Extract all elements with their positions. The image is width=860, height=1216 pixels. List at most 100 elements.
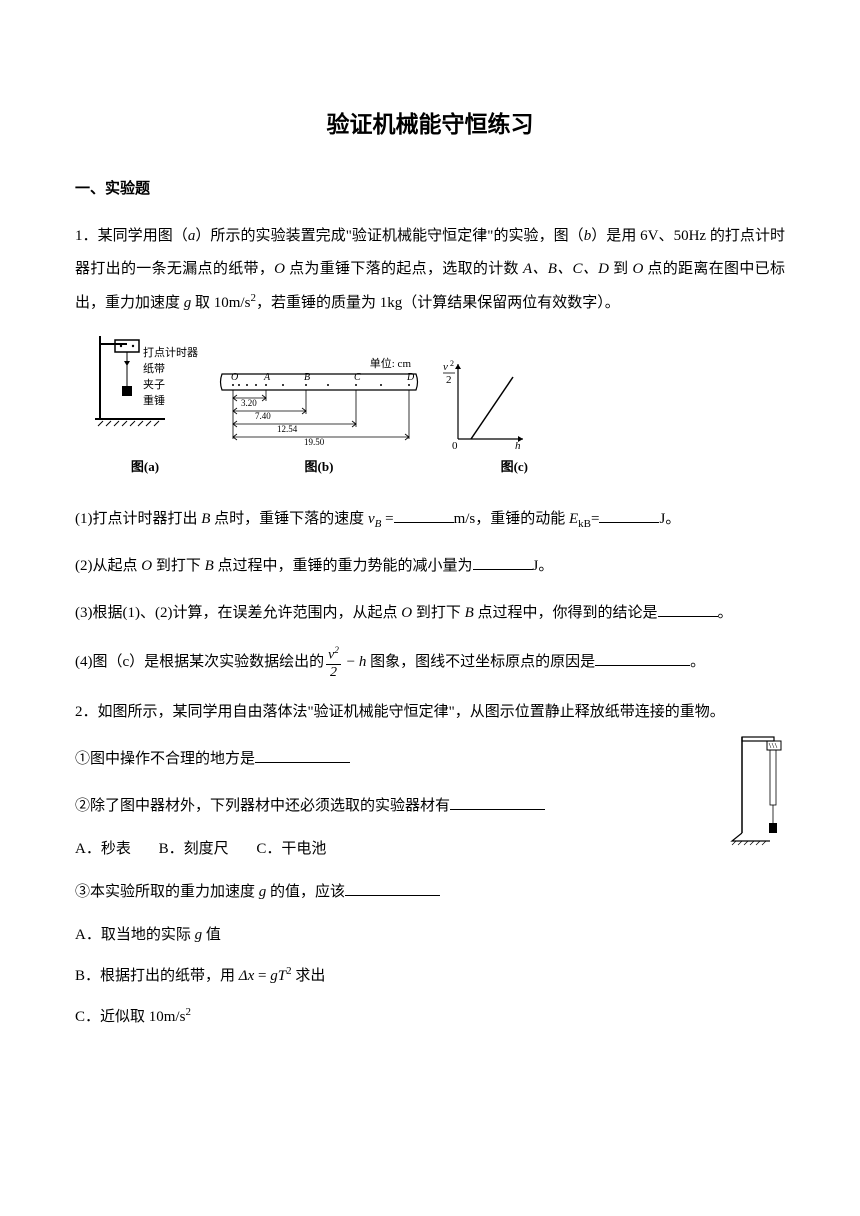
blank	[473, 555, 533, 570]
text: A．取当地的实际	[75, 927, 195, 943]
text: B	[205, 558, 214, 574]
figure-b-label: 图(b)	[219, 456, 419, 475]
blank	[450, 795, 545, 810]
text: ②除了图中器材外，下列器材中还必须选取的实验器材有	[75, 798, 450, 814]
text: =	[591, 511, 599, 527]
text: 。	[690, 654, 705, 670]
text: 取 10m/s	[191, 295, 250, 311]
text: =	[254, 968, 270, 984]
q1-p4: (4)图（c）是根据某次实验数据绘出的v22 − h 图象，图线不过坐标原点的原…	[75, 644, 785, 682]
svg-text:D: D	[406, 372, 415, 383]
svg-text:h: h	[515, 440, 521, 449]
text: 到打下	[412, 605, 465, 621]
text: 到打下	[152, 558, 205, 574]
q2-opt-b2: B．根据打出的纸带，用 ΔΔxx = gT2 求出	[75, 964, 785, 985]
text: m/s，重锤的动能	[454, 511, 569, 527]
svg-text:C: C	[354, 372, 361, 383]
label: 单位: cm	[219, 355, 419, 371]
text: O	[401, 605, 412, 621]
svg-text:A: A	[263, 372, 271, 383]
text: −	[343, 654, 359, 670]
label: 重锤	[143, 392, 213, 408]
text: 点过程中，你得到的结论是	[474, 605, 658, 621]
q1-p2: (2)从起点 O 到打下 B 点过程中，重锤的重力势能的减小量为 J。	[75, 550, 785, 583]
svg-text:O: O	[231, 372, 238, 383]
text: E	[569, 511, 578, 527]
text: kB	[578, 518, 591, 530]
svg-text:2: 2	[450, 359, 454, 368]
page-title: 验证机械能守恒练习	[75, 105, 785, 139]
text: (2)从起点	[75, 558, 141, 574]
text: (4)图（c）是根据某次实验数据绘出的	[75, 654, 324, 670]
text: ③本实验所取的重力加速度	[75, 884, 259, 900]
text: A、B、C、D	[523, 261, 609, 277]
tape-diagram: O A B C D 3.20 7.40 12.54 19.50	[219, 371, 419, 449]
blank	[658, 602, 718, 617]
text: (3)根据(1)、(2)计算，在误差允许范围内，从起点	[75, 605, 401, 621]
label: 打点计时器	[143, 344, 213, 360]
text: J。	[659, 511, 680, 527]
label: 纸带	[143, 360, 213, 376]
svg-text:19.50: 19.50	[304, 437, 325, 447]
q2-p2: ②除了图中器材外，下列器材中还必须选取的实验器材有	[75, 790, 785, 823]
text: 求出	[292, 968, 326, 984]
option-a: A．秒表	[75, 841, 131, 857]
text: 点时，重锤下落的速度	[210, 511, 368, 527]
text: 1．某同学用图（	[75, 228, 188, 244]
svg-text:12.54: 12.54	[277, 424, 298, 434]
q2-opt-a2: A．取当地的实际 g 值	[75, 923, 785, 944]
text: g	[270, 968, 278, 984]
figure-b: 单位: cm O A B C D 3.20 7.40	[219, 355, 419, 475]
text: C．近似取 10m/s	[75, 1009, 185, 1025]
text: v	[368, 511, 375, 527]
svg-text:B: B	[304, 372, 310, 383]
figure-c: 0 h v 2 2 图(c)	[443, 359, 528, 475]
q1-p1: (1)打点计时器打出 B 点时，重锤下落的速度 vB =m/s，重锤的动能 Ek…	[75, 503, 785, 536]
text: (1)打点计时器打出	[75, 511, 201, 527]
fraction: v22	[326, 646, 341, 680]
svg-text:v: v	[443, 361, 448, 373]
text: 的值，应该	[266, 884, 345, 900]
blank	[595, 651, 690, 666]
text: 。	[718, 605, 733, 621]
q2-opt-c2: C．近似取 10m/s2	[75, 1005, 785, 1026]
text: T	[278, 968, 286, 984]
figure-row: 打点计时器 纸带 夹子 重锤 图(a) 单位: cm O A B C D	[95, 336, 785, 475]
text: 到	[609, 261, 632, 277]
svg-text:7.40: 7.40	[255, 411, 271, 421]
text: 图象，图线不过坐标原点的原因是	[366, 654, 595, 670]
text: ①图中操作不合理的地方是	[75, 751, 255, 767]
text: 点为重锤下落的起点，选取的计数	[285, 261, 523, 277]
q2-intro: 2．如图所示，某同学用自由落体法"验证机械能守恒定律"，从图示位置静止释放纸带连…	[75, 696, 785, 729]
text: O	[274, 261, 285, 277]
text: J。	[533, 558, 554, 574]
text: B．根据打出的纸带，用	[75, 968, 239, 984]
q1-intro: 1．某同学用图（a）所示的实验装置完成"验证机械能守恒定律"的实验，图（b）是用…	[75, 220, 785, 320]
option-c: C．干电池	[256, 841, 326, 857]
text: 点过程中，重锤的重力势能的减小量为	[214, 558, 473, 574]
text: B	[465, 605, 474, 621]
figure-c-label: 图(c)	[443, 456, 528, 475]
q2-p1: ①图中操作不合理的地方是	[75, 743, 785, 776]
falling-apparatus-diagram	[730, 733, 785, 853]
section-heading: 一、实验题	[75, 177, 785, 198]
svg-text:2: 2	[446, 374, 452, 386]
blank	[599, 508, 659, 523]
text: O	[633, 261, 644, 277]
figure-a-label: 图(a)	[95, 456, 195, 475]
text: =	[381, 511, 393, 527]
figure-a: 打点计时器 纸带 夹子 重锤 图(a)	[95, 336, 195, 475]
q2-figure	[730, 733, 785, 858]
text: g	[195, 927, 203, 943]
option-b: B．刻度尺	[159, 841, 229, 857]
text: ，若重锤的质量为 1kg（计算结果保留两位有效数字）。	[256, 295, 620, 311]
svg-text:3.20: 3.20	[241, 398, 257, 408]
svg-text:0: 0	[452, 440, 458, 449]
label: 夹子	[143, 376, 213, 392]
text: ΔΔxx	[239, 968, 254, 984]
text: O	[141, 558, 152, 574]
blank	[255, 748, 350, 763]
text: ）所示的实验装置完成"验证机械能守恒定律"的实验，图（	[195, 228, 583, 244]
blank	[394, 508, 454, 523]
graph-diagram: 0 h v 2 2	[443, 359, 528, 449]
